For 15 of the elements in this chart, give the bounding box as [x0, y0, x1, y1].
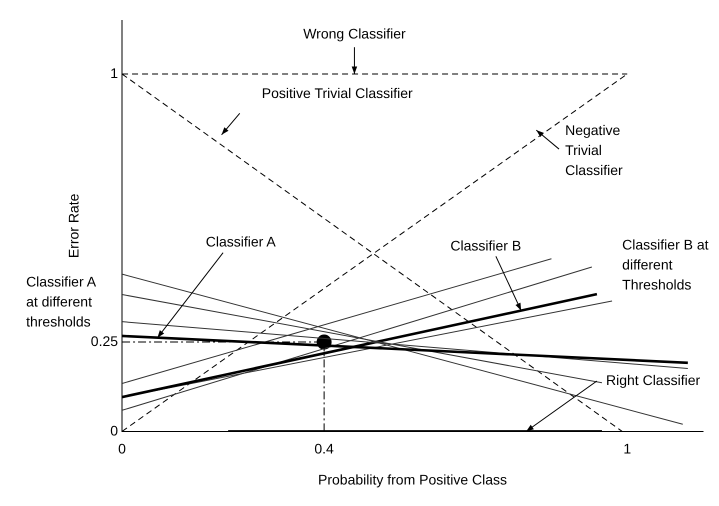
annotation: Wrong Classifier — [303, 26, 406, 42]
x-tick-label: 1 — [623, 440, 632, 457]
x-axis-title: Probability from Positive Class — [318, 471, 508, 488]
annotation: Classifier B at different Thresholds — [622, 236, 709, 292]
annotation: Right Classifier — [606, 372, 700, 388]
y-tick-label: 0 — [110, 422, 118, 438]
y-tick-label: 1 — [110, 64, 118, 81]
annotation: Negative Trivial Classifier — [565, 122, 623, 178]
y-tick-label: 0.25 — [90, 332, 118, 349]
x-tick-label: 0.4 — [314, 440, 334, 457]
annotation: Positive Trivial Classifier — [262, 84, 414, 101]
annotation: Classifier B — [450, 237, 522, 254]
y-axis-title: Error Rate — [65, 193, 82, 258]
annotation: Classifier A — [206, 234, 276, 250]
text: Classifier A at different thresholds — [26, 274, 97, 330]
